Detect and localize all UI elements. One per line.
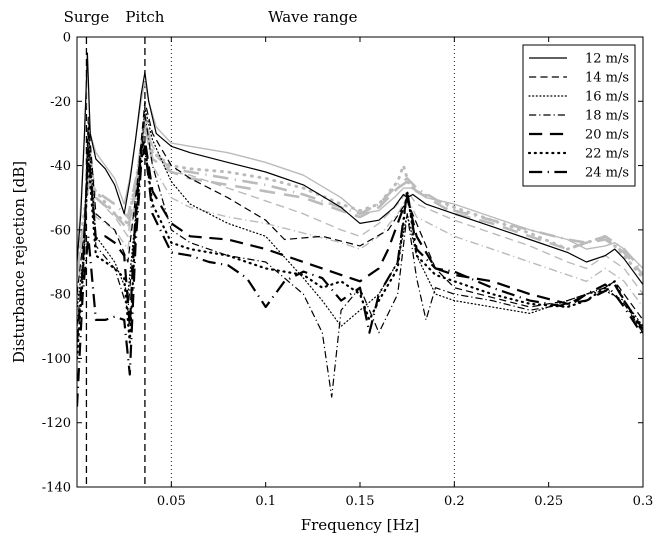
legend: 12 m/s 14 m/s 16 m/s 18 m/s 20 m/s 22 m/s 24 m… xyxy=(522,44,636,187)
annotation-wave-range: Wave range xyxy=(268,8,358,26)
series-line-20-m-s xyxy=(77,138,643,343)
annotation-surge: Surge xyxy=(64,8,110,26)
x-tick-label: 0.25 xyxy=(534,494,563,509)
y-tick-label: -100 xyxy=(42,352,71,367)
y-tick-label: -20 xyxy=(50,95,71,110)
series-line-gray-11 xyxy=(77,125,643,276)
series-line-gray-12 xyxy=(77,116,643,276)
x-axis-label: Frequency [Hz] xyxy=(301,516,420,534)
series-line-14-m-s xyxy=(77,100,643,321)
y-tick-label: 0 xyxy=(63,31,71,46)
vertical-markers xyxy=(85,37,455,487)
legend-label: 18 m/s xyxy=(585,109,629,124)
x-tick-label: 0.15 xyxy=(346,494,375,509)
x-ticks: 0.05 0.1 0.15 0.2 0.25 0.3 xyxy=(157,37,653,509)
x-tick-label: 0.2 xyxy=(444,494,465,509)
annotation-pitch: Pitch xyxy=(125,8,164,26)
series-line-18-m-s xyxy=(77,113,643,398)
legend-label: 22 m/s xyxy=(585,147,629,162)
y-tick-label: -140 xyxy=(42,481,71,496)
legend-label: 12 m/s xyxy=(585,52,629,67)
y-tick-label: -80 xyxy=(50,288,71,303)
x-tick-label: 0.3 xyxy=(633,494,654,509)
series-line-16-m-s xyxy=(77,107,643,327)
y-tick-label: -40 xyxy=(50,159,71,174)
y-axis-label: Disturbance rejection [dB] xyxy=(10,161,28,363)
x-tick-label: 0.1 xyxy=(255,494,276,509)
series-line-gray-10 xyxy=(77,126,643,308)
legend-box xyxy=(522,44,636,187)
series-layer xyxy=(77,52,643,407)
series-line-gray-8 xyxy=(77,113,643,295)
legend-label: 24 m/s xyxy=(585,166,629,181)
series-line-22-m-s xyxy=(77,145,643,360)
legend-label: 16 m/s xyxy=(585,90,629,105)
y-ticks: 0 -20 -40 -60 -80 -100 -120 -140 xyxy=(42,31,643,496)
series-line-gray-7 xyxy=(77,62,643,269)
legend-label: 14 m/s xyxy=(585,71,629,86)
series-line-12-m-s xyxy=(77,52,643,285)
y-tick-label: -120 xyxy=(42,416,71,431)
region-annotations: Surge Pitch Wave range xyxy=(64,8,358,26)
x-tick-label: 0.05 xyxy=(157,494,186,509)
legend-label: 20 m/s xyxy=(585,128,629,143)
y-tick-label: -60 xyxy=(50,223,71,238)
